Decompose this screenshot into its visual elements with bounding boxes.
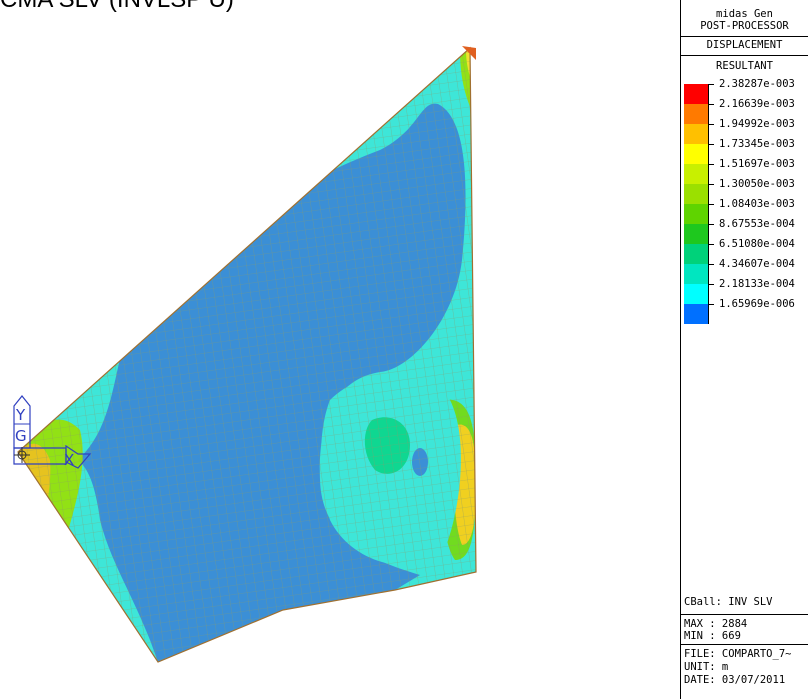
color-scale-value: 1.51697e-003: [719, 158, 795, 170]
color-swatch: [684, 164, 708, 184]
color-scale-entry: 2.16639e-003: [681, 98, 808, 124]
color-swatch: [684, 124, 708, 144]
legend-unit: UNIT: m: [684, 661, 729, 673]
legend-component: RESULTANT: [716, 60, 773, 72]
legend-min: MIN : 669: [684, 630, 741, 642]
global-axis-indicator: Y G X: [13, 395, 92, 469]
legend-result-type: DISPLACEMENT: [706, 39, 783, 51]
color-scale-entry: 1.73345e-003: [681, 138, 808, 164]
color-swatch: [684, 184, 708, 204]
legend-date: DATE: 03/07/2011: [684, 674, 786, 686]
color-scale-entry: 2.18133e-004: [681, 278, 808, 304]
axis-x-label: X: [64, 451, 74, 469]
legend-mode: POST-PROCESSOR: [700, 20, 789, 32]
color-scale-value: 1.94992e-003: [719, 118, 795, 130]
color-swatch: [684, 144, 708, 164]
axis-y-label: Y: [15, 406, 26, 424]
color-scale-value: 6.51080e-004: [719, 238, 795, 250]
legend-program: midas Gen: [716, 8, 773, 20]
color-swatch: [684, 264, 708, 284]
axis-g-label: G: [15, 427, 27, 445]
color-swatch: [684, 104, 708, 124]
color-scale-value: 1.08403e-003: [719, 198, 795, 210]
color-scale-entry: 8.67553e-004: [681, 218, 808, 244]
color-scale-entry: 1.30050e-003: [681, 178, 808, 204]
color-scale-value: 8.67553e-004: [719, 218, 795, 230]
view-title: CMA SLV (INVLSP U): [0, 0, 234, 14]
color-swatch: [684, 304, 708, 324]
color-scale-value: 2.18133e-004: [719, 278, 795, 290]
model-viewport[interactable]: Y G X: [0, 0, 680, 699]
color-scale-entry: 2.38287e-003: [681, 78, 808, 104]
color-scale-value: 1.73345e-003: [719, 138, 795, 150]
color-scale-value: 4.34607e-004: [719, 258, 795, 270]
slab-contour-plot: [17, 46, 477, 663]
color-swatch: [684, 84, 708, 104]
color-scale-value: 1.65969e-006: [719, 298, 795, 310]
color-swatch: [684, 224, 708, 244]
legend-file: FILE: COMPARTO_7~: [684, 648, 792, 660]
legend-max: MAX : 2884: [684, 618, 748, 630]
color-swatch: [684, 284, 708, 304]
color-scale-entry: 1.65969e-006: [681, 298, 808, 324]
color-scale-value: 1.30050e-003: [719, 178, 795, 190]
color-scale-entry: 1.51697e-003: [681, 158, 808, 184]
color-swatch: [684, 204, 708, 224]
color-scale-value: 2.38287e-003: [719, 78, 795, 90]
color-scale-entry: 1.94992e-003: [681, 118, 808, 144]
color-swatch: [684, 244, 708, 264]
color-scale-entry: 4.34607e-004: [681, 258, 808, 284]
color-scale-entry: 1.08403e-003: [681, 198, 808, 224]
legend-load-case: CBall: INV SLV: [684, 596, 773, 608]
result-legend-panel: midas Gen POST-PROCESSOR DISPLACEMENT RE…: [680, 0, 808, 699]
color-scale-value: 2.16639e-003: [719, 98, 795, 110]
color-scale-entry: 6.51080e-004: [681, 238, 808, 264]
